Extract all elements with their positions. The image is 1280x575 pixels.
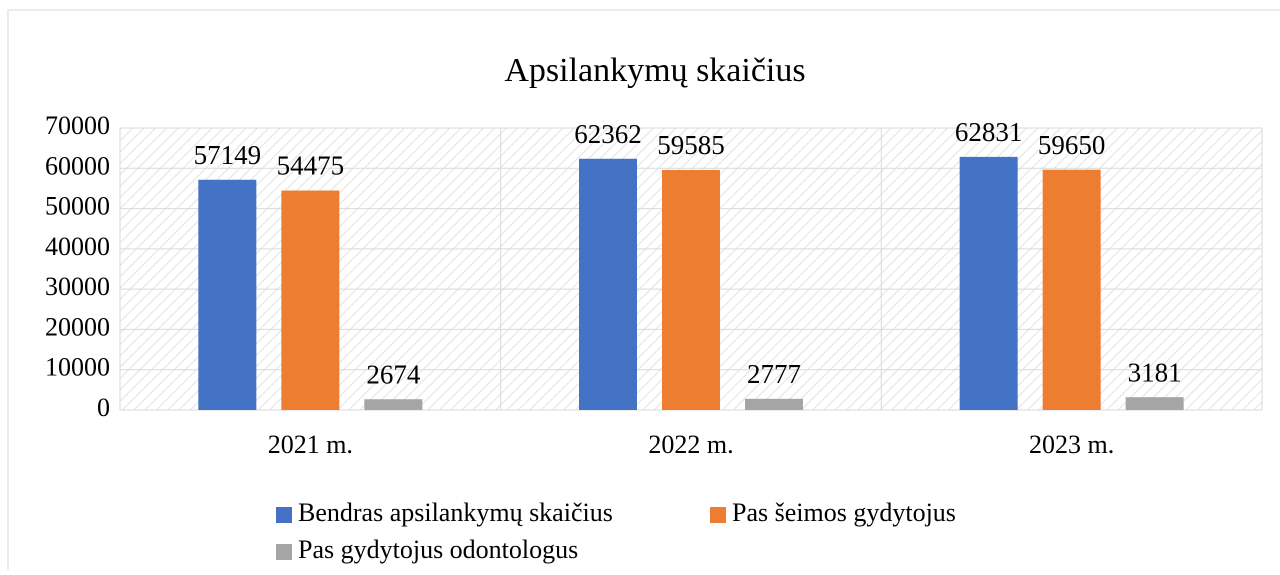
legend-label: Pas gydytojus odontologus [298,535,578,564]
data-label: 59650 [1038,130,1106,160]
data-label: 54475 [277,151,345,181]
y-tick-label: 30000 [45,272,110,301]
bar [745,398,803,410]
legend-swatch [710,507,726,523]
y-tick-label: 40000 [45,232,110,261]
y-tick-label: 10000 [45,353,110,382]
x-tick-label: 2021 m. [268,430,353,459]
y-tick-label: 20000 [45,312,110,341]
bar [1125,397,1184,410]
data-label: 62831 [955,117,1023,147]
y-tick-label: 50000 [45,192,110,221]
bar [579,158,637,410]
data-label: 57149 [194,140,262,170]
x-tick-label: 2023 m. [1029,430,1114,459]
bar [198,179,257,410]
legend-label: Pas šeimos gydytojus [732,498,956,527]
y-tick-label: 0 [97,393,110,422]
y-tick-label: 60000 [45,151,110,180]
bar [364,399,423,410]
data-label: 2777 [747,359,801,389]
bar [959,156,1018,410]
chart-title: Apsilankymų skaičius [504,52,805,89]
bar [1042,169,1101,410]
legend-label: Bendras apsilankymų skaičius [298,498,613,527]
data-label: 59585 [657,130,725,160]
legend-swatch [276,544,292,560]
bar [662,169,720,410]
x-tick-label: 2022 m. [648,430,733,459]
bar [281,190,340,410]
legend-swatch [276,507,292,523]
data-label: 3181 [1128,357,1182,387]
data-label: 2674 [366,359,421,389]
data-label: 62362 [574,119,642,149]
y-tick-label: 70000 [45,111,110,140]
